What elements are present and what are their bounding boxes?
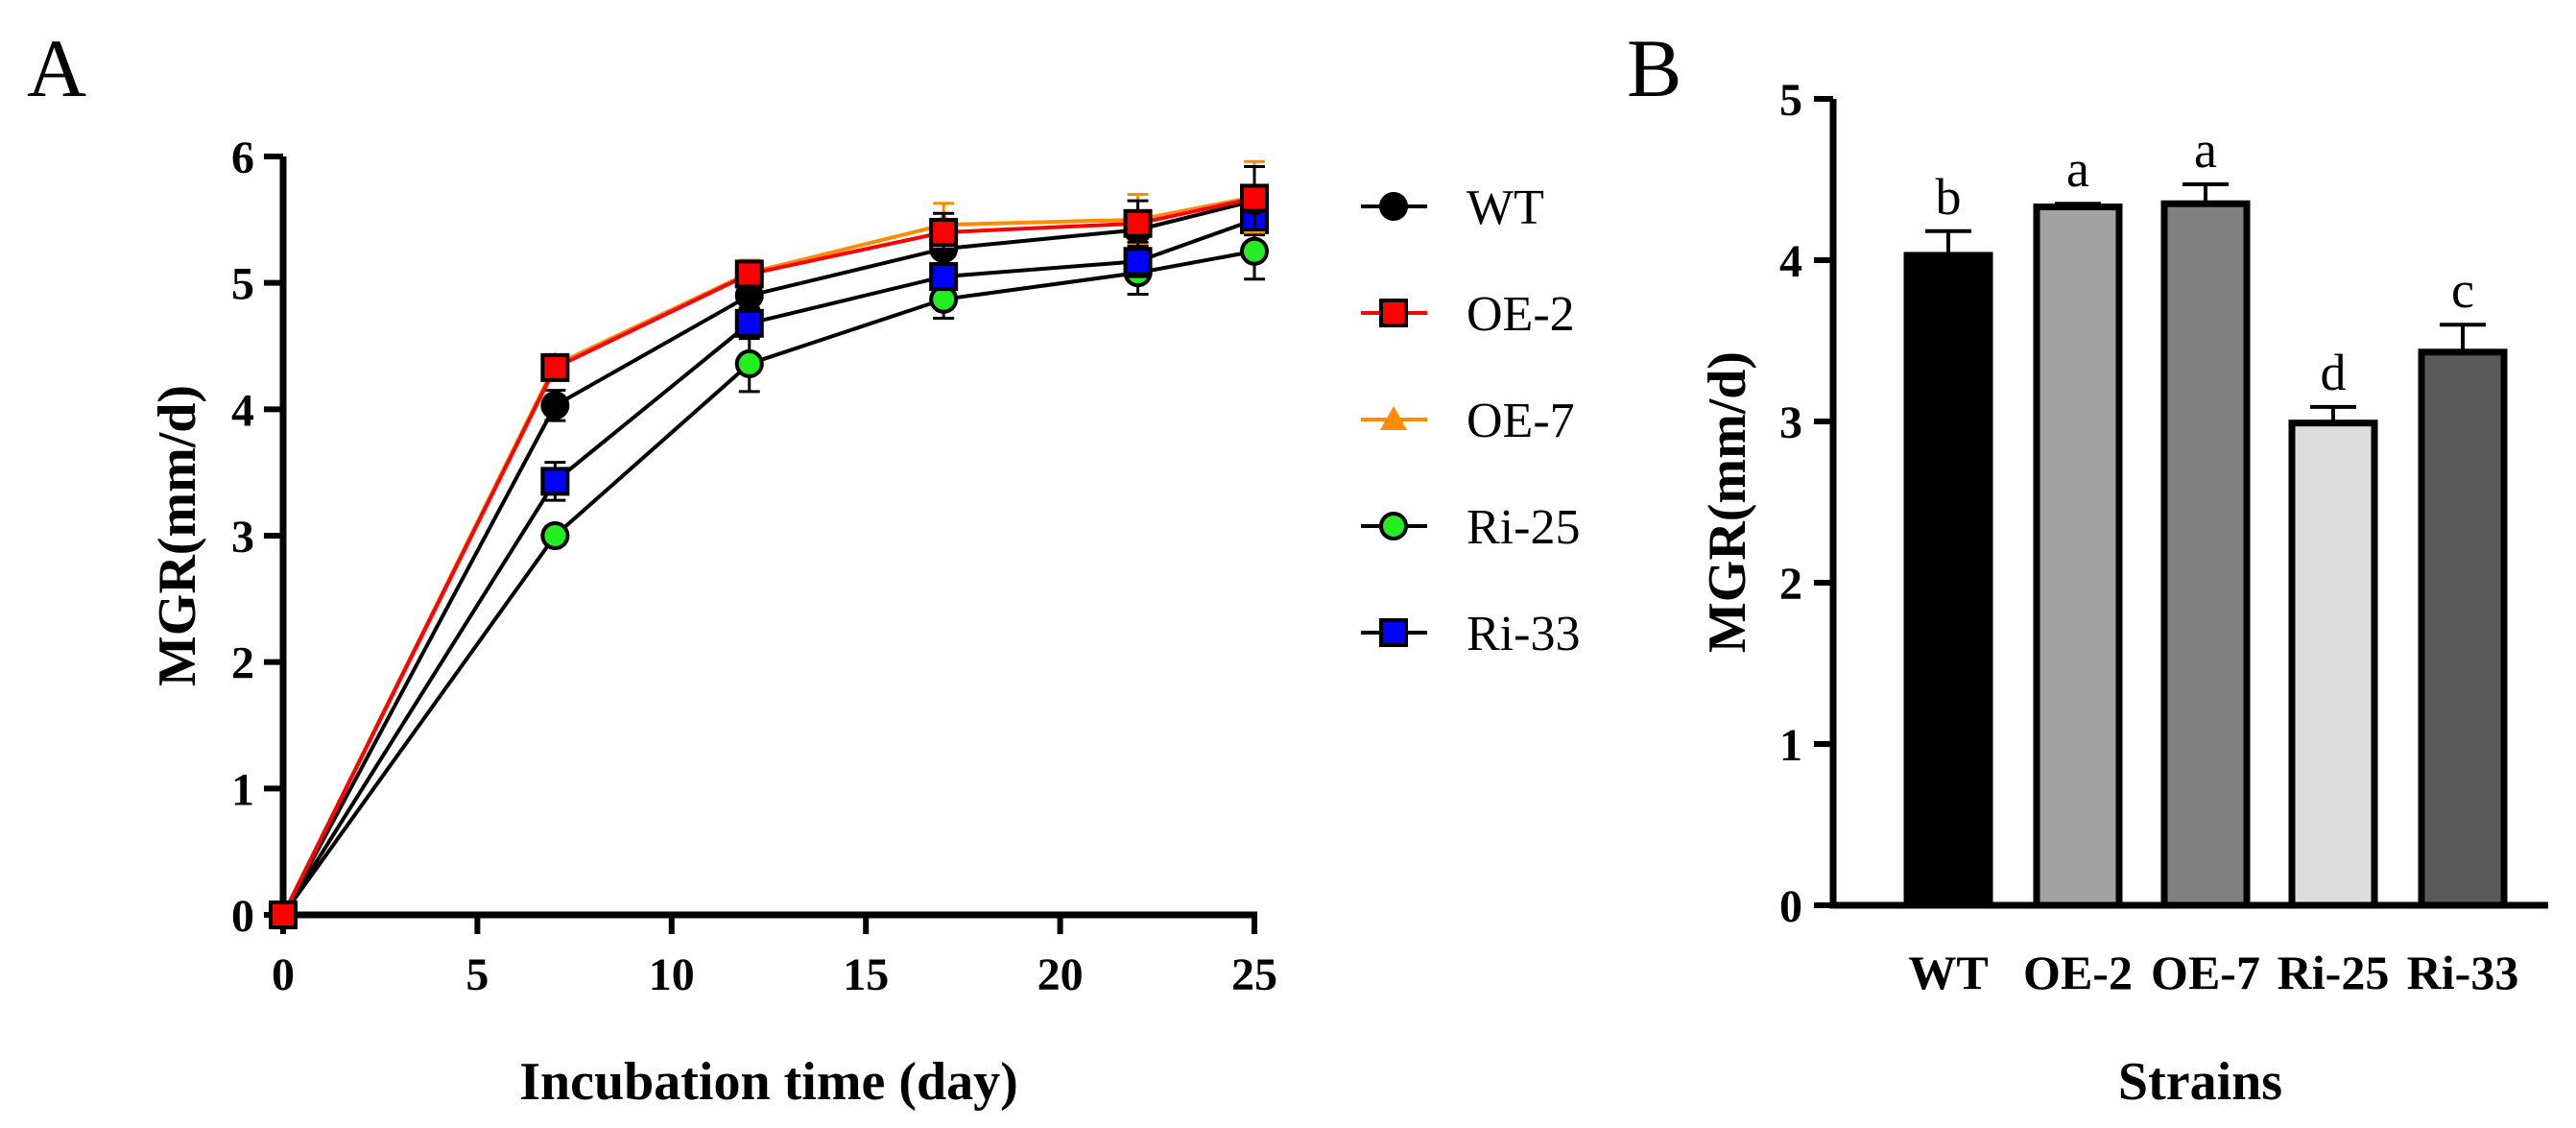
legend-label: Ri-33 [1467,607,1580,661]
significance-label: b [1936,168,1962,226]
y-tick-label: 4 [1779,236,1802,287]
data-point [929,262,959,292]
legend-label: OE-7 [1467,394,1575,448]
data-point [540,467,570,496]
data-point [540,521,570,550]
category-label: OE-2 [2023,946,2133,999]
legend-label: OE-2 [1467,287,1575,342]
data-point [734,259,764,289]
series-oe-2 [269,165,1269,929]
y-tick-label: 0 [1779,881,1802,932]
data-point [540,352,570,382]
series-line [281,199,1255,916]
significance-label: a [2066,140,2089,198]
bar-oe-2: a OE-2 [2023,140,2133,999]
legend-item-wt: WT [1361,180,1544,235]
significance-label: a [2194,121,2217,179]
category-label: WT [1908,946,1988,999]
x-axis-title: Incubation time (day) [519,1052,1018,1112]
legend-label: Ri-25 [1467,500,1580,555]
bar-rect [2418,348,2508,909]
series-line [281,196,1255,916]
data-point [1240,236,1269,266]
y-tick-label: 5 [1779,75,1802,126]
bar-oe-7: a OE-7 [2151,121,2260,999]
bar-wt: b WT [1903,168,1993,999]
significance-label: d [2321,344,2347,401]
bar-ri-25: d Ri-25 [2278,344,2390,999]
bar-rect [2288,420,2378,909]
category-label: Ri-33 [2407,946,2519,999]
data-point [734,308,764,338]
y-tick-label: 2 [1779,559,1802,610]
bar-rect [2033,204,2123,909]
legend-marker [1379,299,1408,327]
data-point [929,218,959,247]
legend-marker [1380,406,1407,430]
y-tick-label: 1 [231,764,254,815]
panel-label-a: A [27,22,86,114]
data-point [1123,247,1153,276]
legend-marker [1379,192,1408,221]
y-tick-label: 5 [231,259,254,310]
line-chart: 0 1 2 3 4 5 6 0 5 10 15 20 25 Incubation time (day) MG… [148,132,1277,1112]
series-ri-33 [269,203,1269,929]
legend-item-ri-33: Ri-33 [1361,607,1580,661]
y-axis-title: MGR(mm/d) [1698,351,1757,653]
x-tick-label: 5 [465,949,489,1000]
bar-rect [1903,252,1993,909]
y-axis-title: MGR(mm/d) [148,385,207,686]
x-tick-label: 25 [1231,949,1277,1000]
series-wt [269,186,1269,929]
legend-marker [1379,618,1408,647]
category-label: Ri-25 [2278,946,2390,999]
legend: WT OE-2 OE-7 Ri-25 Ri-33 [1361,180,1580,661]
x-tick-label: 10 [649,949,695,1000]
bar-rect [2160,200,2251,909]
series-line [281,249,1255,917]
series-ri-25 [269,222,1269,929]
y-tick-label: 2 [231,638,254,689]
y-tick-label: 3 [1779,397,1802,448]
legend-item-oe-7: OE-7 [1361,394,1575,448]
significance-label: c [2451,261,2474,319]
y-tick-label: 4 [231,385,254,436]
legend-item-oe-2: OE-2 [1361,287,1575,342]
legend-marker [1379,512,1408,540]
y-tick-label: 0 [231,891,254,942]
panel-label-b: B [1627,22,1682,114]
legend-label: WT [1467,180,1544,235]
series-line [281,217,1255,917]
legend-item-ri-25: Ri-25 [1361,500,1580,555]
category-label: OE-7 [2151,946,2260,999]
x-tick-label: 15 [843,949,889,1000]
bar-ri-33: c Ri-33 [2407,261,2519,999]
data-point [734,348,764,378]
data-point [540,391,570,420]
y-tick-label: 3 [231,512,254,563]
data-point [1123,208,1153,238]
y-tick-label: 1 [1779,720,1802,771]
x-axis-title: Strains [2118,1052,2282,1112]
y-tick-label: 6 [231,132,254,183]
data-point [269,900,298,929]
x-tick-label: 0 [272,949,295,1000]
data-point [1240,183,1269,213]
series-line [281,195,1255,916]
bar-chart: 0 1 2 3 4 5 b WT a OE-2 a OE-7 d Ri-25 c Ri-33 Strains MG… [1698,75,2548,1112]
x-tick-label: 20 [1038,949,1084,1000]
